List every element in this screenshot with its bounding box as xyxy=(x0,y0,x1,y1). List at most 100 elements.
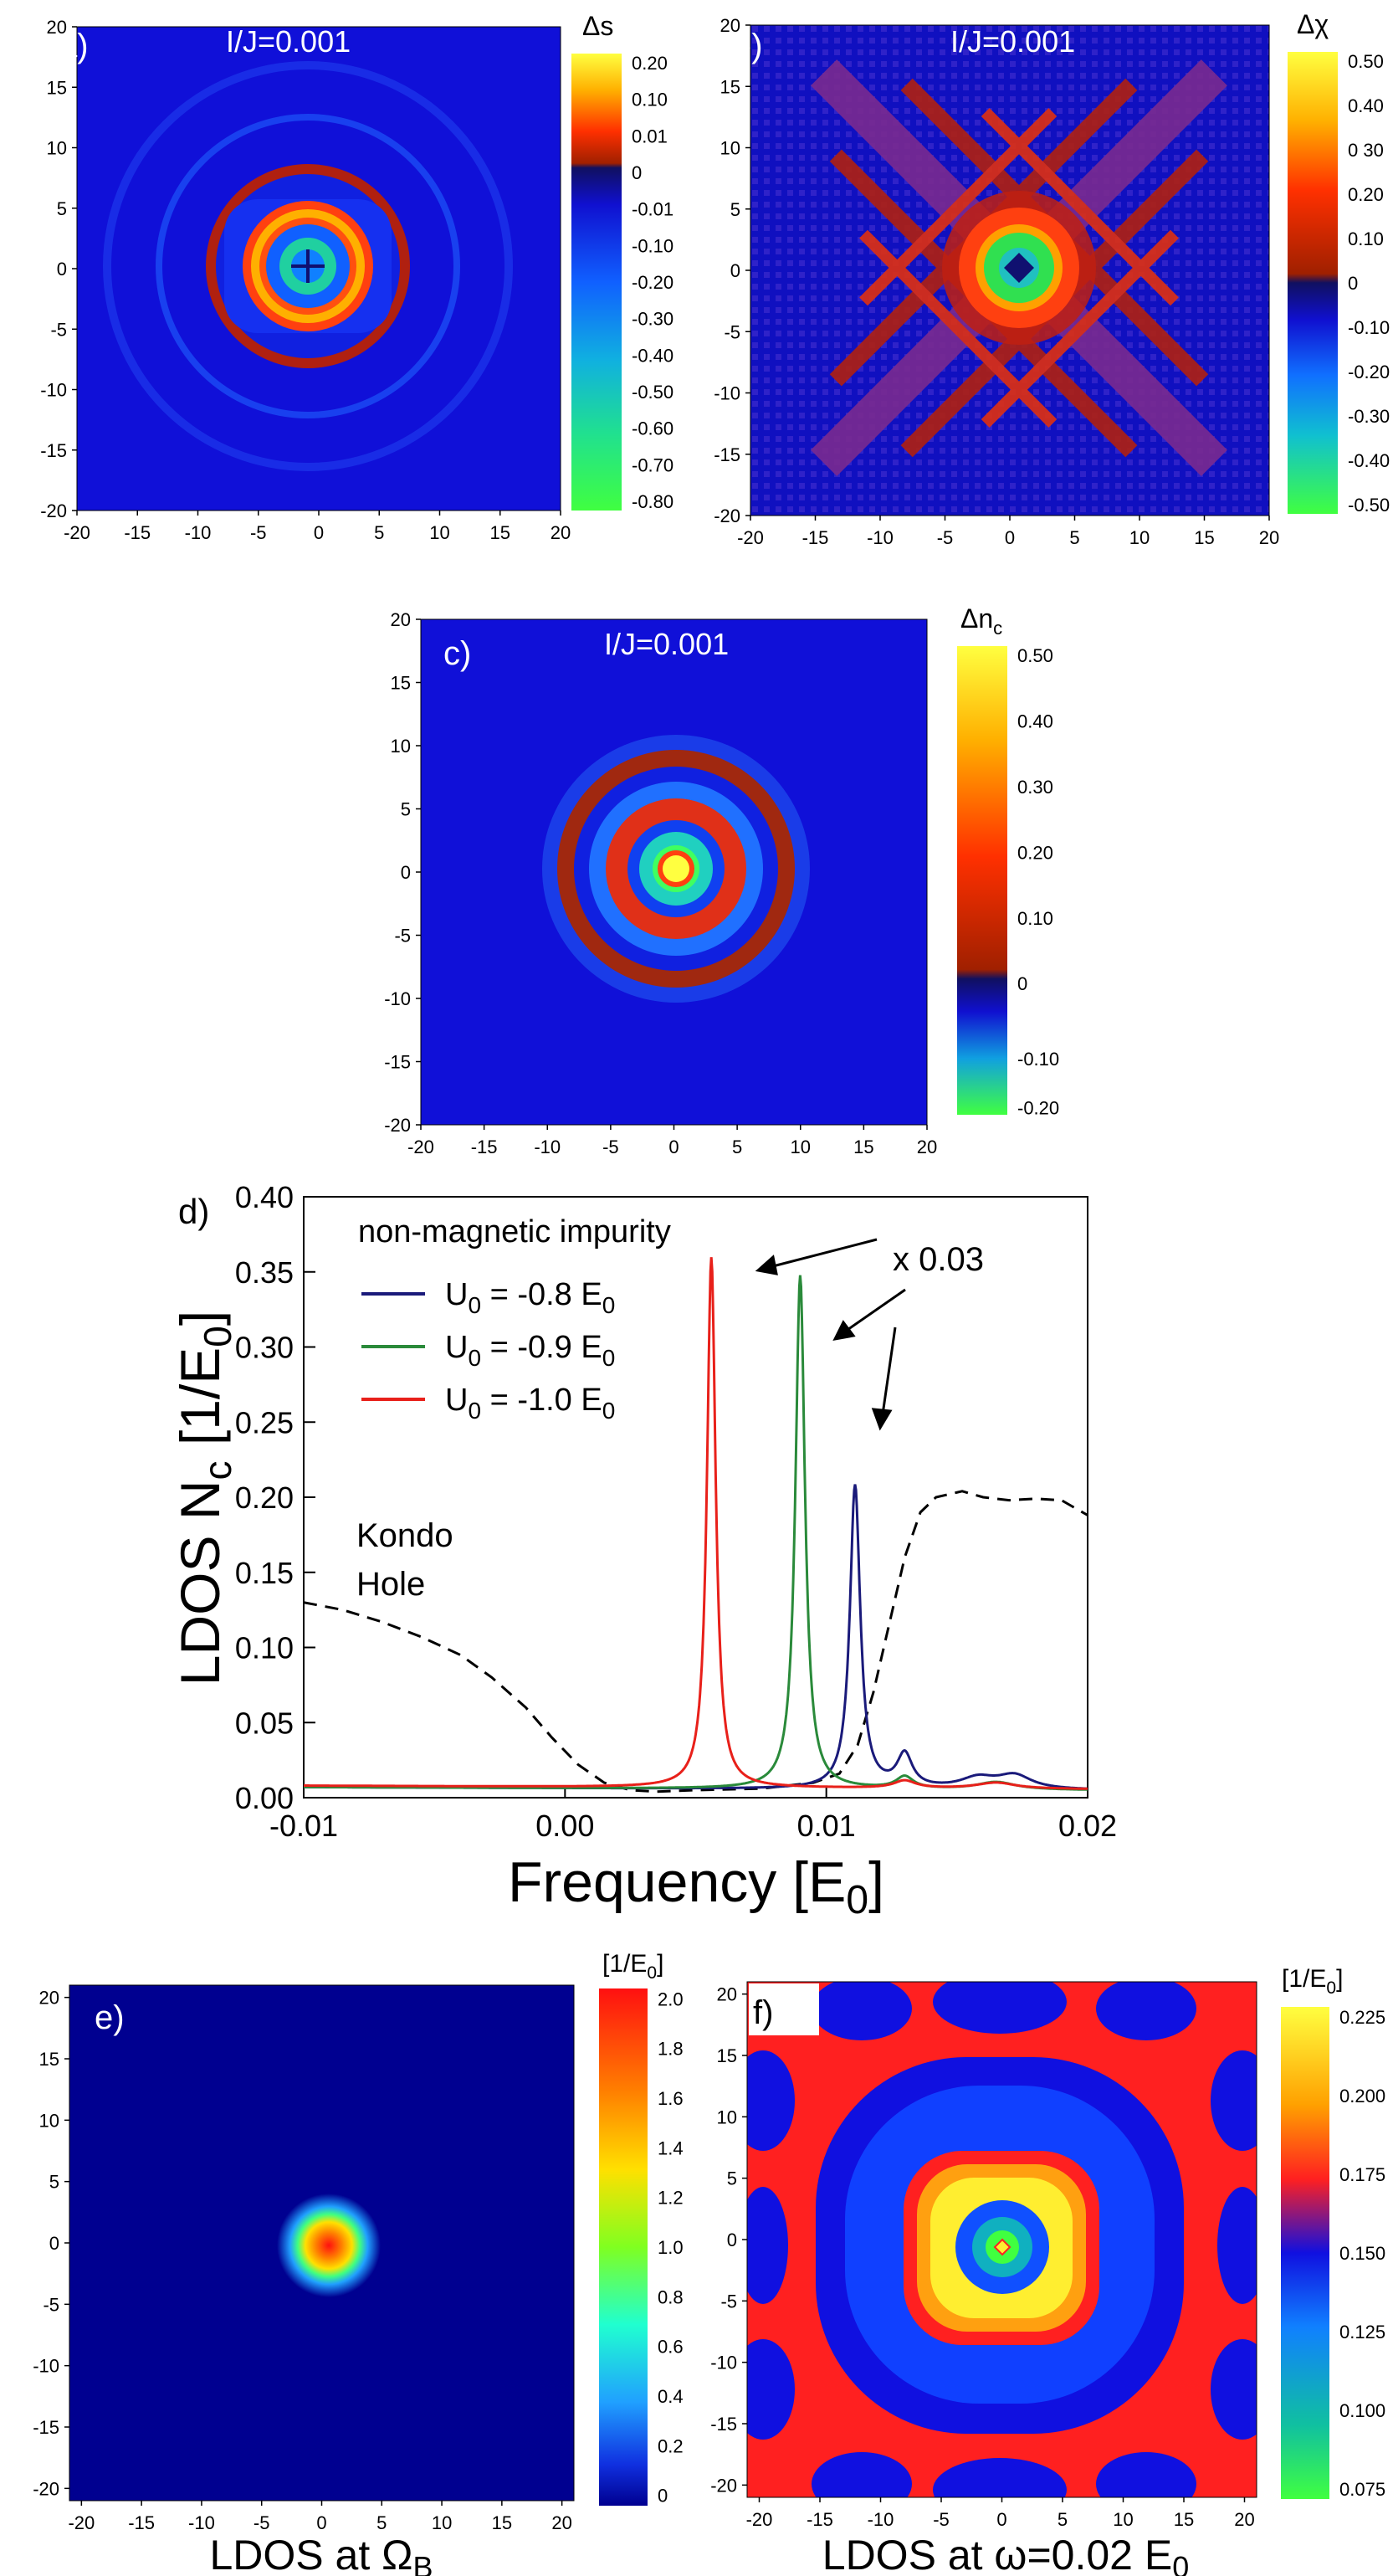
xtick-label-a: 5 xyxy=(374,522,384,543)
axis-d-xlabel: Frequency [E0] xyxy=(508,1850,884,1922)
xtick-label-f: 10 xyxy=(1113,2509,1133,2530)
xtick-label-e: -20 xyxy=(68,2512,95,2533)
ytick-label-d: 0.15 xyxy=(235,1556,294,1590)
ytick-label-a: -5 xyxy=(50,319,67,340)
ytick-label-b: 10 xyxy=(720,138,740,159)
colorbar-e-title: [1/E0] xyxy=(602,1950,663,1983)
xtick-label-a: -5 xyxy=(250,522,267,543)
legend-label-1: U0 = -0.9 E0 xyxy=(445,1330,615,1371)
ytick-label-b: 15 xyxy=(720,76,740,97)
panel-f-label: f) xyxy=(753,1994,773,2031)
colorbar-c-title: Δnc xyxy=(960,603,1002,639)
xtick-label-c: 20 xyxy=(917,1137,937,1157)
ytick-label-d: 0.05 xyxy=(235,1706,294,1740)
colorbar-tick-a: -0.50 xyxy=(632,382,673,403)
colorbar-tick-c: -0.20 xyxy=(1017,1098,1059,1119)
xtick-label-a: -10 xyxy=(185,522,212,543)
colorbar-tick-f: 0.200 xyxy=(1339,2086,1385,2106)
axis-d-ylabel: LDOS Nc [1/E0] xyxy=(169,1311,239,1686)
xtick-label-e: 20 xyxy=(551,2512,571,2533)
ytick-label-e: 5 xyxy=(49,2172,59,2193)
colorbar-tick-c: 0.50 xyxy=(1017,645,1053,666)
ytick-label-f: -10 xyxy=(710,2353,737,2373)
xtick-label-f: 5 xyxy=(1058,2509,1068,2530)
xtick-label-f: -15 xyxy=(807,2509,833,2530)
ytick-label-f: -20 xyxy=(710,2475,737,2496)
ytick-label-f: 15 xyxy=(717,2045,737,2066)
colorbar-tick-f: 0.125 xyxy=(1339,2322,1385,2343)
xtick-label-b: 10 xyxy=(1129,527,1150,548)
ytick-label-f: 0 xyxy=(727,2230,737,2250)
colorbar-tick-e: 2.0 xyxy=(658,1988,684,2009)
ytick-label-c: -15 xyxy=(384,1052,411,1073)
panel-d: d) -0.01 0.00 0.01 0.02 0.000.050.100.150.2… xyxy=(169,1180,1117,1922)
ytick-label-b: -5 xyxy=(724,321,740,342)
ytick-label-a: 0 xyxy=(57,259,67,280)
panel-f: f) -20 -15 -10 -5 0 5 10 15 20 20 15 10 5 0 -5 -10 -15 -… xyxy=(710,1965,1385,2576)
xtick-label-c: -15 xyxy=(471,1137,498,1157)
series-line-2 xyxy=(304,1257,1088,1790)
xtick-label-f: 20 xyxy=(1234,2509,1254,2530)
ytick-label-a: 20 xyxy=(47,17,67,38)
xtick-label-e: 10 xyxy=(432,2512,452,2533)
colorbar-tick-c: 0.30 xyxy=(1017,777,1053,798)
xtick-label-e: -15 xyxy=(128,2512,155,2533)
ytick-label-e: -5 xyxy=(43,2294,59,2315)
colorbar-tick-e: 0.4 xyxy=(658,2386,684,2407)
colorbar-tick-f: 0.175 xyxy=(1339,2164,1385,2185)
colorbar-b xyxy=(1288,52,1338,514)
xtick-label-a: 10 xyxy=(429,522,449,543)
ytick-label-c: 15 xyxy=(391,673,411,694)
ytick-label-f: -5 xyxy=(720,2291,737,2312)
colorbar-tick-a: -0.60 xyxy=(632,418,673,439)
colorbar-tick-c: -0.10 xyxy=(1017,1049,1059,1070)
ytick-label-e: 0 xyxy=(49,2233,59,2254)
ytick-label-a: -15 xyxy=(40,440,67,461)
xtick-label-d: 0.02 xyxy=(1058,1809,1117,1843)
xtick-label-d: -0.01 xyxy=(269,1809,338,1843)
ytick-label-d: 0.40 xyxy=(235,1180,294,1214)
panel-e: e) -20 -15 -10 -5 0 5 10 15 20 20 15 10 5 0 -5 -10 -15 -… xyxy=(33,1950,683,2576)
colorbar-tick-c: 0 xyxy=(1017,973,1027,994)
colorbar-tick-b: -0.30 xyxy=(1348,406,1390,427)
xtick-label-c: 0 xyxy=(668,1137,679,1157)
ytick-label-b: -15 xyxy=(714,444,740,465)
colorbar-a-title: Δs xyxy=(582,11,613,41)
xtick-label-b: -15 xyxy=(802,527,829,548)
plot-d-frame xyxy=(303,1196,1088,1799)
colorbar-tick-b: -0.40 xyxy=(1348,450,1390,471)
panel-e-label: e) xyxy=(95,1999,125,2036)
colorbar-tick-e: 1.2 xyxy=(658,2188,684,2209)
xtick-label-d: 0.00 xyxy=(535,1809,594,1843)
colorbar-tick-a: -0.30 xyxy=(632,309,673,330)
colorbar-tick-e: 0.2 xyxy=(658,2435,684,2456)
xtick-label-d: 0.01 xyxy=(797,1809,856,1843)
colorbar-tick-c: 0.40 xyxy=(1017,711,1053,732)
colorbar-tick-b: 0.10 xyxy=(1348,228,1384,249)
xtick-label-c: -5 xyxy=(602,1137,619,1157)
xtick-label-b: 5 xyxy=(1069,527,1079,548)
caption-f: LDOS at ω=0.02 E0 xyxy=(822,2532,1189,2576)
heatmap-a-field xyxy=(103,61,513,471)
panel-c-label: c) xyxy=(443,635,471,672)
ytick-label-b: 5 xyxy=(730,199,740,220)
ytick-label-c: 0 xyxy=(401,862,411,883)
xtick-label-b: -20 xyxy=(737,527,764,548)
colorbar-tick-e: 1.8 xyxy=(658,2039,684,2060)
xtick-label-e: 0 xyxy=(316,2512,326,2533)
ytick-label-d: 0.25 xyxy=(235,1405,294,1439)
heatmap-c-field xyxy=(542,735,810,1003)
ytick-label-c: 20 xyxy=(391,609,411,630)
ytick-label-b: -10 xyxy=(714,383,740,404)
xtick-label-a: -20 xyxy=(64,522,90,543)
panel-c-title: I/J=0.001 xyxy=(604,627,729,661)
xtick-label-e: -10 xyxy=(188,2512,215,2533)
colorbar-tick-f: 0.075 xyxy=(1339,2479,1385,2500)
xtick-label-c: 15 xyxy=(853,1137,873,1157)
xtick-label-e: -5 xyxy=(254,2512,270,2533)
xtick-label-f: -5 xyxy=(933,2509,950,2530)
colorbar-tick-b: 0 xyxy=(1348,273,1358,294)
colorbar-f xyxy=(1281,2007,1329,2499)
colorbar-tick-b: 0.50 xyxy=(1348,51,1384,72)
